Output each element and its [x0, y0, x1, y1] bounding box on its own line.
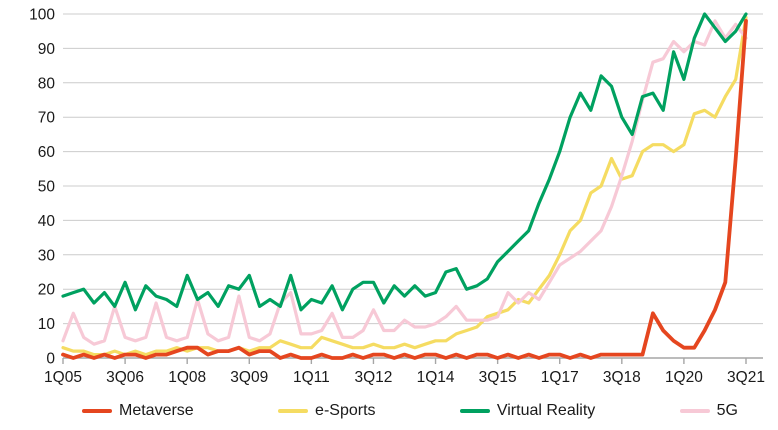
- legend-label: Metaverse: [119, 402, 194, 419]
- x-axis-label: 3Q21: [727, 369, 765, 386]
- y-axis-label: 20: [38, 282, 56, 299]
- legend-swatch-icon: [82, 409, 112, 413]
- legend-swatch-icon: [278, 409, 309, 413]
- legend-label: Virtual Reality: [496, 402, 596, 419]
- x-axis-label: 1Q08: [168, 369, 206, 386]
- y-axis-label: 70: [38, 110, 56, 127]
- x-axis-label: 1Q05: [44, 369, 82, 386]
- chart-legend: Metaverse e-Sports Virtual Reality 5G: [82, 403, 738, 419]
- y-axis-labels: 0 10 20 30 40 50 60 70 80 90 100: [29, 7, 55, 368]
- series-line-e-sports: [61, 15, 748, 357]
- y-axis-label: 90: [38, 41, 56, 58]
- legend-swatch-icon: [679, 409, 710, 413]
- legend-item-virtual-reality: Virtual Reality: [459, 402, 596, 419]
- y-axis-label: 50: [38, 179, 56, 196]
- y-axis-label: 0: [46, 351, 55, 368]
- x-axis-label: 3Q09: [230, 369, 268, 386]
- x-axis-label: 3Q15: [479, 369, 517, 386]
- legend-item-e-sports: e-Sports: [278, 402, 376, 419]
- x-axis: 1Q05 3Q06 1Q08 3Q09 1Q11 3Q12 1Q14 3Q15 1Q17 3Q18…: [44, 357, 765, 386]
- x-axis-label: 1Q17: [541, 369, 579, 386]
- legend-label: e-Sports: [315, 402, 376, 419]
- x-axis-label: 3Q18: [603, 369, 641, 386]
- x-axis-label: 1Q14: [417, 369, 455, 386]
- y-axis-label: 30: [38, 247, 56, 264]
- series-line-5g: [61, 19, 748, 346]
- y-axis-label: 60: [38, 144, 56, 161]
- x-axis-label: 1Q20: [665, 369, 703, 386]
- y-axis-label: 100: [29, 7, 55, 24]
- x-axis-label: 3Q12: [354, 369, 392, 386]
- y-gridlines: [63, 13, 763, 325]
- x-axis-label: 3Q06: [106, 369, 144, 386]
- legend-swatch-icon: [459, 409, 490, 413]
- series-line-virtual-reality: [61, 12, 748, 312]
- y-axis-label: 40: [38, 213, 56, 230]
- legend-item-5g: 5G: [679, 402, 738, 419]
- y-axis-label: 80: [38, 75, 56, 92]
- x-axis-label: 1Q11: [293, 369, 330, 386]
- legend-item-metaverse: Metaverse: [82, 403, 194, 419]
- legend-label: 5G: [716, 402, 738, 419]
- series-line-metaverse: [61, 18, 748, 360]
- y-axis-label: 10: [38, 316, 56, 333]
